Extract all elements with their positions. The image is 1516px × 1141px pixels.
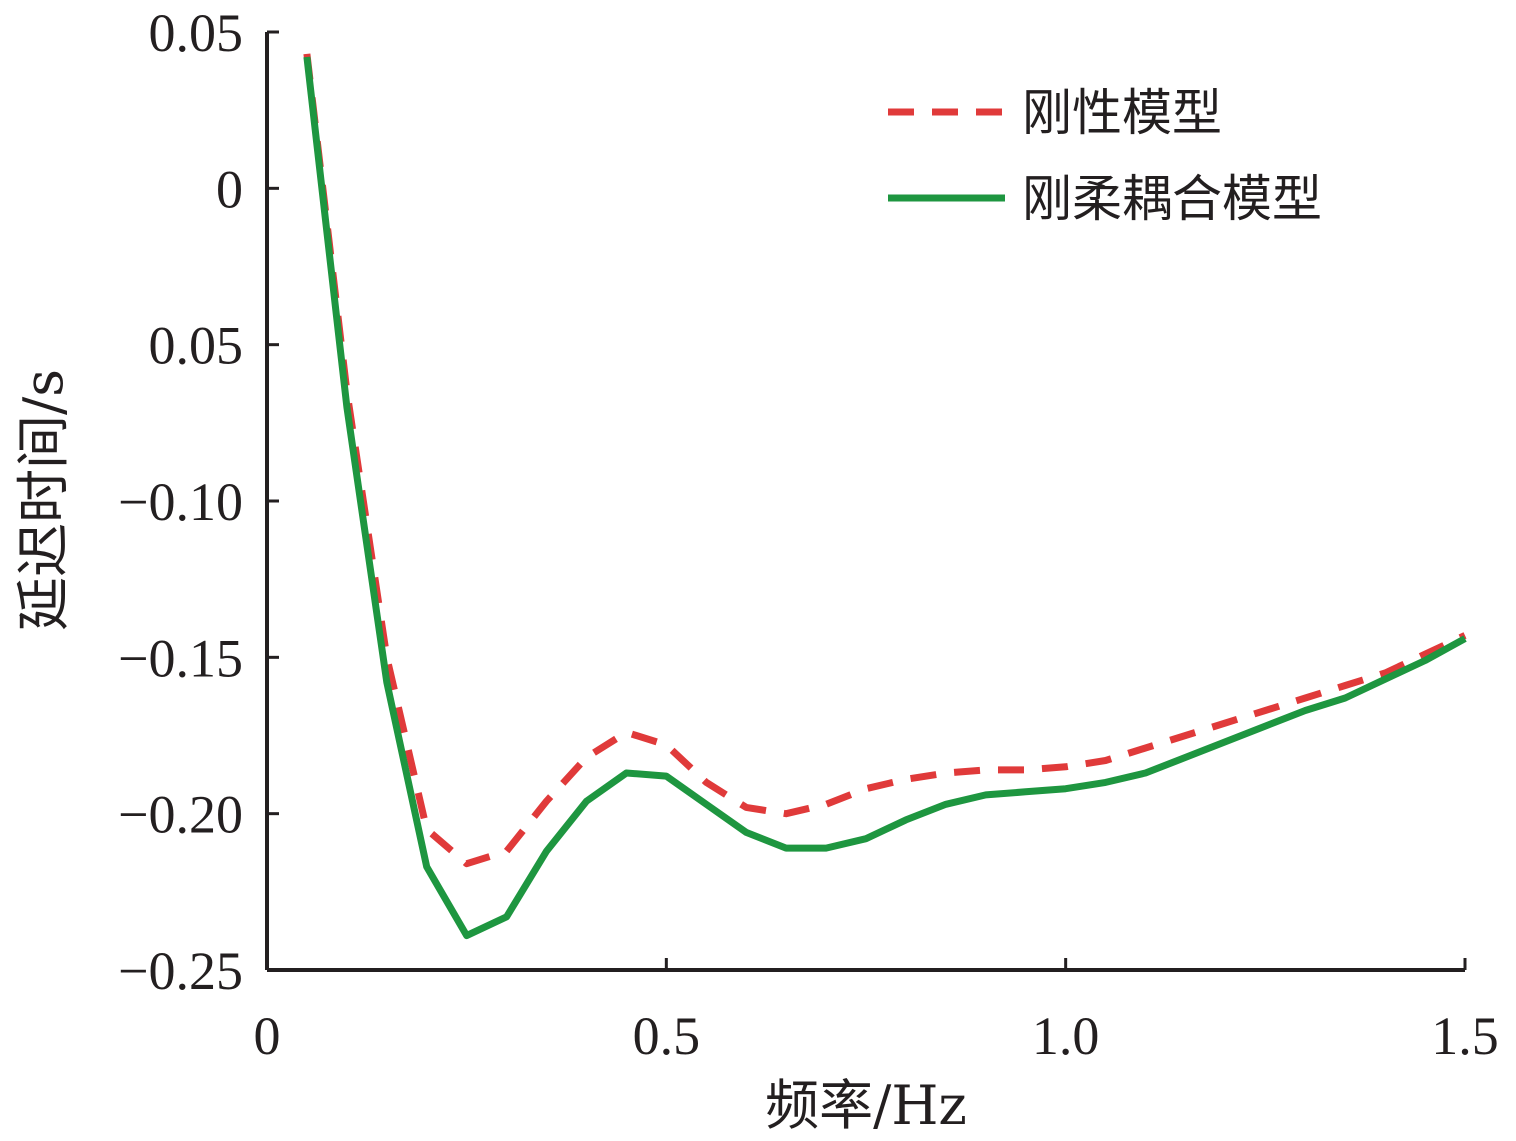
y-axis-label: 延迟时间/s xyxy=(12,369,75,631)
y-tick-label: 0 xyxy=(216,159,243,219)
y-tick-label: 0.05 xyxy=(149,3,244,63)
y-tick-label: −0.10 xyxy=(118,472,243,532)
x-tick-label: 0 xyxy=(254,1006,281,1066)
y-tick-label: −0.15 xyxy=(118,628,243,688)
series-line-rigid xyxy=(303,53,1467,868)
x-axis-label: 频率/Hz xyxy=(765,1074,967,1137)
x-tick-label: 1.5 xyxy=(1431,1006,1499,1066)
y-tick-label: 0.05 xyxy=(149,316,244,376)
legend: 刚性模型 刚柔耦合模型 xyxy=(888,84,1322,228)
legend-label-rigid: 刚性模型 xyxy=(1022,84,1222,142)
x-tick-label: 0.5 xyxy=(633,1006,701,1066)
series-line-rigid-flexible xyxy=(303,56,1467,940)
x-tick-label: 1.0 xyxy=(1032,1006,1100,1066)
x-ticks: 0 0.5 1.0 1.5 xyxy=(254,958,1499,1066)
legend-label-rigid-flexible: 刚柔耦合模型 xyxy=(1022,170,1322,228)
series-layer xyxy=(303,53,1467,940)
y-ticks: 0.05 0 0.05 −0.10 −0.15 −0.20 −0.25 xyxy=(118,3,279,1001)
y-tick-label: −0.25 xyxy=(118,941,243,1001)
y-tick-label: −0.20 xyxy=(118,785,243,845)
